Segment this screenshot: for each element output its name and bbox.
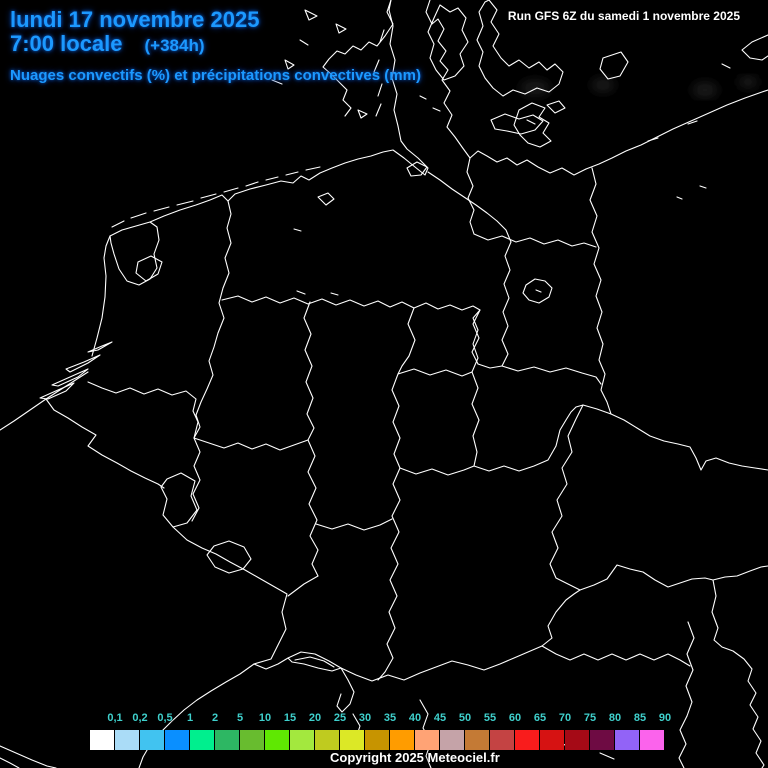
legend-cell [265,730,289,750]
legend-cell [190,730,214,750]
legend-cell [315,730,339,750]
legend-label: 0,2 [132,712,148,724]
legend-cell [415,730,439,750]
legend-cell [565,730,589,750]
legend-label: 0,5 [157,712,173,724]
legend-label: 0,1 [107,712,123,724]
legend-label: 60 [508,712,522,724]
legend-cell [590,730,614,750]
legend-cell [340,730,364,750]
legend-cell [490,730,514,750]
forecast-time: 7:00 locale [10,31,123,56]
legend-cell [615,730,639,750]
legend-label: 10 [258,712,272,724]
legend-cell [90,730,114,750]
legend-cell [165,730,189,750]
map-islands [111,29,731,296]
legend-cell [290,730,314,750]
legend-label: 55 [483,712,497,724]
forecast-offset: (+384h) [144,36,205,55]
legend-cell [540,730,564,750]
cloud-smudges [520,76,758,98]
legend-label: 85 [633,712,647,724]
map-national-borders [0,167,768,768]
forecast-time-row: 7:00 locale (+384h) [10,31,205,57]
legend-cell [465,730,489,750]
legend-cell [640,730,664,750]
legend-label: 80 [608,712,622,724]
run-info: Run GFS 6Z du samedi 1 novembre 2025 [507,9,740,23]
legend-label: 2 [211,712,219,724]
legend-label: 75 [583,712,597,724]
legend-cell [240,730,264,750]
map-state-borders [193,157,602,681]
legend-label: 90 [658,712,672,724]
legend-cell [390,730,414,750]
legend-label: 1 [186,712,194,724]
map-title: Nuages convectifs (%) et précipitations … [10,67,421,84]
forecast-date: lundi 17 novembre 2025 [10,7,260,32]
legend-cell [140,730,164,750]
legend-label: 45 [433,712,447,724]
legend-cell [215,730,239,750]
legend-label: 40 [408,712,422,724]
legend-cell [365,730,389,750]
copyright: Copyright 2025 Meteociel.fr [330,750,500,765]
map-denmark [271,0,768,148]
legend-label: 25 [333,712,347,724]
legend-label: 15 [283,712,297,724]
legend-cell [515,730,539,750]
legend-label: 20 [308,712,322,724]
legend-label: 70 [558,712,572,724]
legend-cell [115,730,139,750]
legend-label: 30 [358,712,372,724]
legend-label: 35 [383,712,397,724]
legend-label: 5 [236,712,244,724]
legend-cell [440,730,464,750]
map-coastlines [0,0,768,431]
legend-label: 65 [533,712,547,724]
legend-label: 50 [458,712,472,724]
